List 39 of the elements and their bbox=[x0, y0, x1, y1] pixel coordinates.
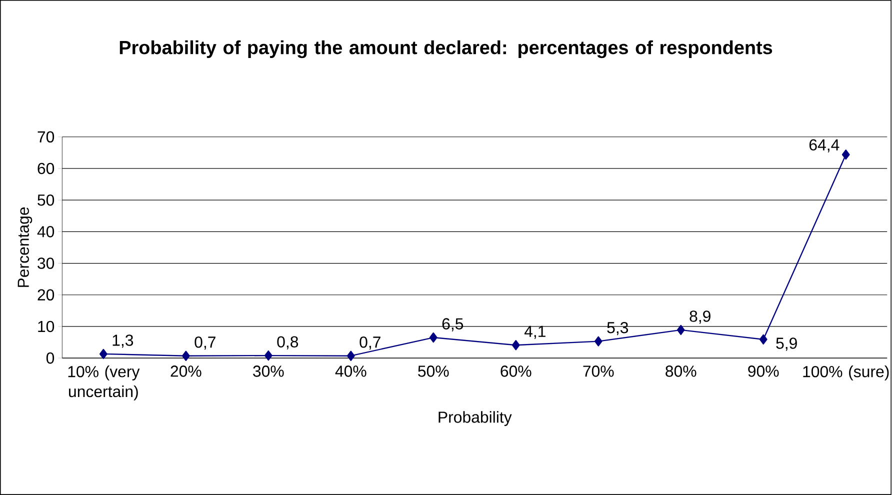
y-tick-label: 30 bbox=[38, 258, 54, 269]
point bbox=[676, 324, 685, 336]
point bbox=[512, 340, 520, 350]
point bbox=[759, 334, 768, 345]
data-label: 1,3 bbox=[112, 334, 134, 348]
point bbox=[264, 350, 272, 361]
x-tick-label: 10% (very uncertain) bbox=[68, 366, 140, 400]
x-tick-label: 50% bbox=[418, 366, 449, 377]
point bbox=[594, 336, 602, 346]
data-label: 0,7 bbox=[194, 336, 216, 350]
point bbox=[842, 150, 850, 160]
x-axis-title: Probability bbox=[438, 411, 512, 426]
x-tick-label: 60% bbox=[500, 366, 532, 377]
y-tick-label: 60 bbox=[38, 162, 54, 174]
y-tick-label: 0 bbox=[46, 352, 54, 364]
chart-title: Probability of paying the amount declared: percentages of respondents bbox=[120, 40, 772, 58]
data-label: 5,9 bbox=[776, 338, 797, 351]
x-tick-label: 30% bbox=[253, 366, 284, 377]
x-tick-label: 40% bbox=[335, 366, 366, 377]
x-tick-label: 70% bbox=[583, 366, 614, 377]
data-label: 8,9 bbox=[690, 310, 710, 324]
data-label: 0,7 bbox=[360, 336, 380, 350]
point bbox=[182, 350, 190, 361]
y-axis-title: Percentage bbox=[18, 207, 32, 287]
point bbox=[346, 350, 355, 361]
y-tick-label: 40 bbox=[37, 226, 54, 238]
y-tick-label: 20 bbox=[38, 289, 54, 301]
x-tick-label: 90% bbox=[748, 366, 779, 377]
y-tick-label: 50 bbox=[38, 194, 54, 206]
x-tick-label: 20% bbox=[170, 366, 202, 377]
data-label: 4,1 bbox=[524, 326, 546, 339]
data-label: 0,8 bbox=[277, 336, 298, 350]
point bbox=[429, 332, 438, 343]
data-label: 64,4 bbox=[809, 139, 840, 152]
y-tick-label: 70 bbox=[38, 131, 54, 143]
point bbox=[99, 348, 108, 360]
x-tick-label: 100% (sure) bbox=[803, 366, 889, 380]
y-tick-label: 10 bbox=[38, 320, 54, 332]
x-tick-label: 80% bbox=[666, 366, 696, 377]
